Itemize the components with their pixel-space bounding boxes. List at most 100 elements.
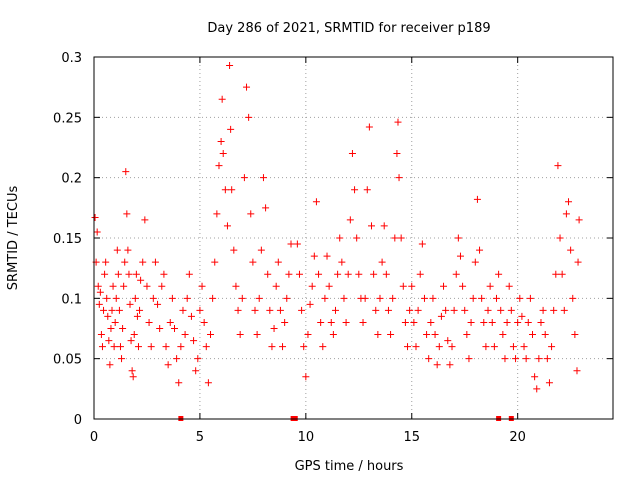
x-tick-label: 10 xyxy=(298,430,315,445)
x-tick-label: 0 xyxy=(90,430,98,445)
data-point xyxy=(365,123,373,131)
data-point xyxy=(560,306,568,314)
data-point xyxy=(505,282,513,290)
data-point xyxy=(228,186,236,194)
data-point xyxy=(488,318,496,326)
data-point xyxy=(437,312,445,320)
data-point xyxy=(393,150,401,158)
data-point xyxy=(276,306,284,314)
data-point xyxy=(298,306,306,314)
data-point xyxy=(185,270,193,278)
data-point xyxy=(215,162,223,170)
data-point xyxy=(123,210,131,218)
data-point xyxy=(136,306,144,314)
data-point xyxy=(329,331,337,339)
data-point xyxy=(207,331,215,339)
data-point xyxy=(177,343,185,351)
data-point xyxy=(227,125,235,133)
data-point xyxy=(173,355,181,363)
data-point xyxy=(102,258,110,266)
data-point xyxy=(287,240,295,248)
data-point xyxy=(374,331,382,339)
data-point xyxy=(476,246,484,254)
data-point xyxy=(370,270,378,278)
y-tick-label: 0.3 xyxy=(61,51,82,66)
data-point xyxy=(270,325,278,332)
data-point xyxy=(433,361,441,369)
data-point xyxy=(116,343,124,351)
data-point xyxy=(93,228,101,236)
data-point xyxy=(376,294,384,302)
data-point xyxy=(565,198,573,206)
data-point xyxy=(255,294,263,302)
data-point xyxy=(574,258,582,266)
y-tick-label: 0.15 xyxy=(53,232,82,247)
data-point xyxy=(463,331,471,339)
data-point xyxy=(217,137,225,145)
data-point xyxy=(274,258,282,266)
data-point xyxy=(450,306,458,314)
x-tick-label: 15 xyxy=(403,430,420,445)
data-point xyxy=(251,306,259,314)
data-point xyxy=(236,331,244,339)
data-point xyxy=(105,337,113,345)
data-point xyxy=(492,294,500,302)
data-point xyxy=(253,331,261,339)
data-point xyxy=(181,331,189,339)
data-point xyxy=(129,373,137,381)
data-point xyxy=(397,234,405,242)
data-point xyxy=(266,306,274,314)
data-point xyxy=(507,306,515,314)
data-point xyxy=(243,83,251,91)
data-point xyxy=(334,270,342,278)
data-point xyxy=(221,186,229,194)
data-point xyxy=(226,61,234,69)
data-point xyxy=(238,294,246,302)
data-point xyxy=(91,213,99,221)
data-point xyxy=(119,325,127,332)
data-point xyxy=(535,355,543,363)
data-point xyxy=(541,331,549,339)
data-point xyxy=(442,306,450,314)
data-point xyxy=(558,270,566,278)
data-point xyxy=(187,312,195,320)
data-point xyxy=(529,331,537,339)
data-point xyxy=(484,306,492,314)
data-point xyxy=(509,343,517,351)
data-points xyxy=(91,61,583,393)
data-point xyxy=(154,300,162,308)
data-point xyxy=(423,331,431,339)
data-point xyxy=(382,270,390,278)
data-point xyxy=(279,343,287,351)
data-point xyxy=(97,331,105,339)
x-tick-label: 5 xyxy=(196,430,204,445)
data-point xyxy=(378,258,386,266)
data-point xyxy=(306,300,314,308)
data-point xyxy=(514,318,522,326)
data-point xyxy=(573,367,581,375)
data-point xyxy=(556,234,564,242)
data-point xyxy=(486,282,494,290)
data-point xyxy=(179,306,187,314)
data-point xyxy=(571,331,579,339)
data-point xyxy=(131,294,139,302)
data-point xyxy=(429,294,437,302)
data-point xyxy=(232,282,240,290)
data-point xyxy=(516,294,524,302)
data-point xyxy=(308,282,316,290)
data-point xyxy=(175,379,183,387)
data-point xyxy=(336,234,344,242)
data-point xyxy=(562,210,570,218)
data-point xyxy=(340,294,348,302)
data-point xyxy=(230,246,238,254)
data-point xyxy=(569,294,577,302)
data-point xyxy=(168,294,176,302)
data-point xyxy=(387,331,395,339)
data-point xyxy=(321,294,329,302)
data-point xyxy=(399,282,407,290)
data-point xyxy=(264,270,272,278)
data-point xyxy=(283,294,291,302)
data-point xyxy=(106,361,114,369)
data-point xyxy=(384,306,392,314)
data-point xyxy=(147,343,155,351)
